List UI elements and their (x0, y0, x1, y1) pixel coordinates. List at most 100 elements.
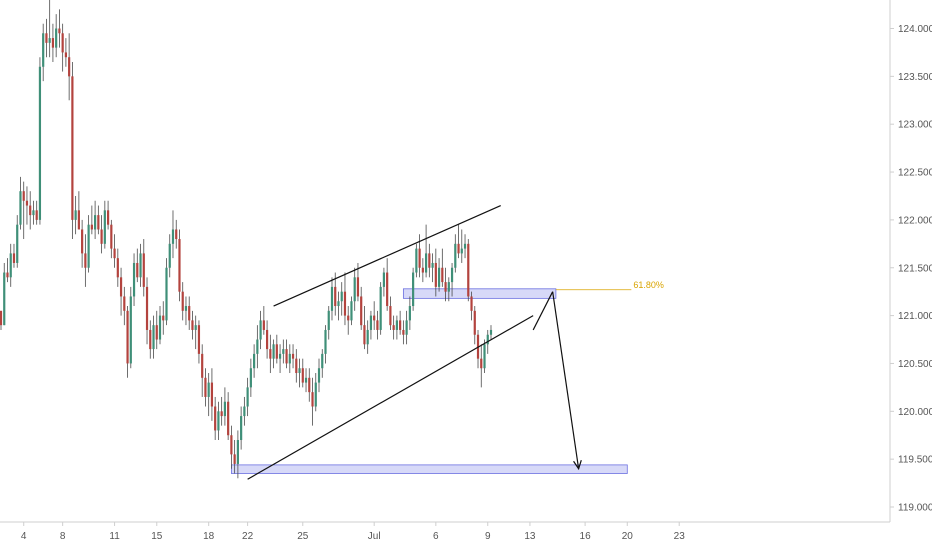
candle-8 (25, 186, 29, 225)
price-tick-label: 121.000 (898, 311, 932, 322)
candle-28 (90, 205, 93, 235)
candle-105 (340, 282, 343, 316)
candle-90 (291, 344, 295, 369)
candle-body (480, 358, 483, 369)
candle-119 (386, 258, 389, 311)
candle-139 (450, 262, 454, 297)
candle-0 (0, 310, 3, 330)
candle-1 (3, 262, 6, 326)
time-tick-label: 22 (242, 531, 254, 542)
candle-6 (19, 176, 22, 230)
candle-75 (243, 396, 246, 426)
candle-56 (181, 282, 184, 321)
candle-body (301, 368, 304, 383)
candle-body (210, 382, 214, 407)
candle-141 (457, 224, 460, 259)
candle-42 (136, 248, 139, 283)
candle-body (353, 277, 356, 302)
candle-104 (337, 291, 340, 321)
candle-body (3, 272, 6, 326)
time-tick-label: 6 (433, 531, 439, 542)
trendline-3 (552, 291, 580, 469)
candle-93 (301, 358, 304, 388)
candle-body (486, 334, 489, 345)
candle-body (74, 210, 77, 220)
candle-32 (103, 200, 106, 249)
candle-88 (285, 339, 288, 369)
candle-body (272, 344, 275, 359)
candle-body (119, 277, 123, 297)
candle-35 (113, 234, 116, 268)
candle-body (360, 296, 363, 326)
candle-body (48, 38, 51, 43)
candle-46 (149, 320, 152, 359)
candle-body (16, 224, 19, 263)
candle-body (64, 52, 67, 58)
candle-5 (16, 215, 19, 268)
candle-92 (298, 358, 301, 388)
candle-body (327, 310, 330, 330)
candle-120 (389, 296, 392, 330)
price-tick-label: 120.500 (898, 359, 932, 370)
candle-body (87, 224, 90, 268)
candle-body (447, 282, 450, 292)
candle-142 (460, 229, 463, 263)
candle-body (132, 262, 136, 297)
candle-7 (22, 181, 25, 240)
candle-57 (184, 296, 188, 326)
candle-14 (45, 18, 48, 58)
candle-body (467, 243, 470, 297)
candle-52 (168, 234, 171, 278)
candle-body (6, 272, 9, 278)
candle-10 (32, 200, 35, 225)
candle-body (71, 76, 74, 220)
candle-86 (278, 344, 282, 374)
candle-body (256, 339, 259, 354)
candle-body (441, 267, 444, 283)
candle-body (463, 243, 467, 249)
candle-body (483, 344, 486, 369)
candle-body (25, 200, 29, 206)
time-tick-label: Jul (368, 531, 381, 542)
candle-body (334, 286, 337, 307)
candle-107 (347, 306, 350, 335)
candle-body (38, 66, 42, 220)
candle-136 (441, 248, 444, 287)
candle-body (269, 349, 272, 359)
price-tick-label: 124.000 (898, 24, 932, 35)
candle-108 (350, 296, 353, 326)
candle-body (434, 262, 437, 287)
candle-65 (210, 368, 214, 421)
candle-body (223, 401, 227, 417)
candle-body (94, 215, 97, 230)
time-axis[interactable]: 4 8 11 15 18 22 25 Jul 6 9 13 16 20 23 (0, 521, 890, 542)
candle-body (42, 33, 45, 67)
candlestick-series (0, 0, 493, 479)
candle-133 (431, 253, 434, 283)
candle-body (457, 243, 460, 254)
candle-body (97, 215, 100, 230)
candle-body (126, 310, 129, 364)
price-axis[interactable]: 119.000 119.500 120.000 120.500 121.000 121.5… (889, 0, 932, 522)
candle-body (418, 248, 421, 268)
candle-89 (288, 344, 291, 374)
candle-body (321, 353, 324, 369)
candle-body (392, 325, 395, 330)
candle-body (437, 267, 441, 287)
candle-20 (64, 38, 67, 67)
candle-body (191, 320, 194, 330)
candle-91 (295, 349, 298, 383)
candle-18 (58, 9, 61, 48)
candle-87 (282, 339, 285, 364)
candle-59 (191, 310, 194, 340)
candle-body (240, 416, 243, 441)
candle-149 (483, 339, 486, 374)
candle-body (171, 229, 175, 244)
candle-body (473, 310, 476, 335)
candle-body (106, 210, 110, 225)
candle-76 (246, 377, 249, 417)
trendline-2 (532, 291, 554, 331)
candle-26 (84, 234, 87, 287)
candle-body (230, 435, 233, 455)
